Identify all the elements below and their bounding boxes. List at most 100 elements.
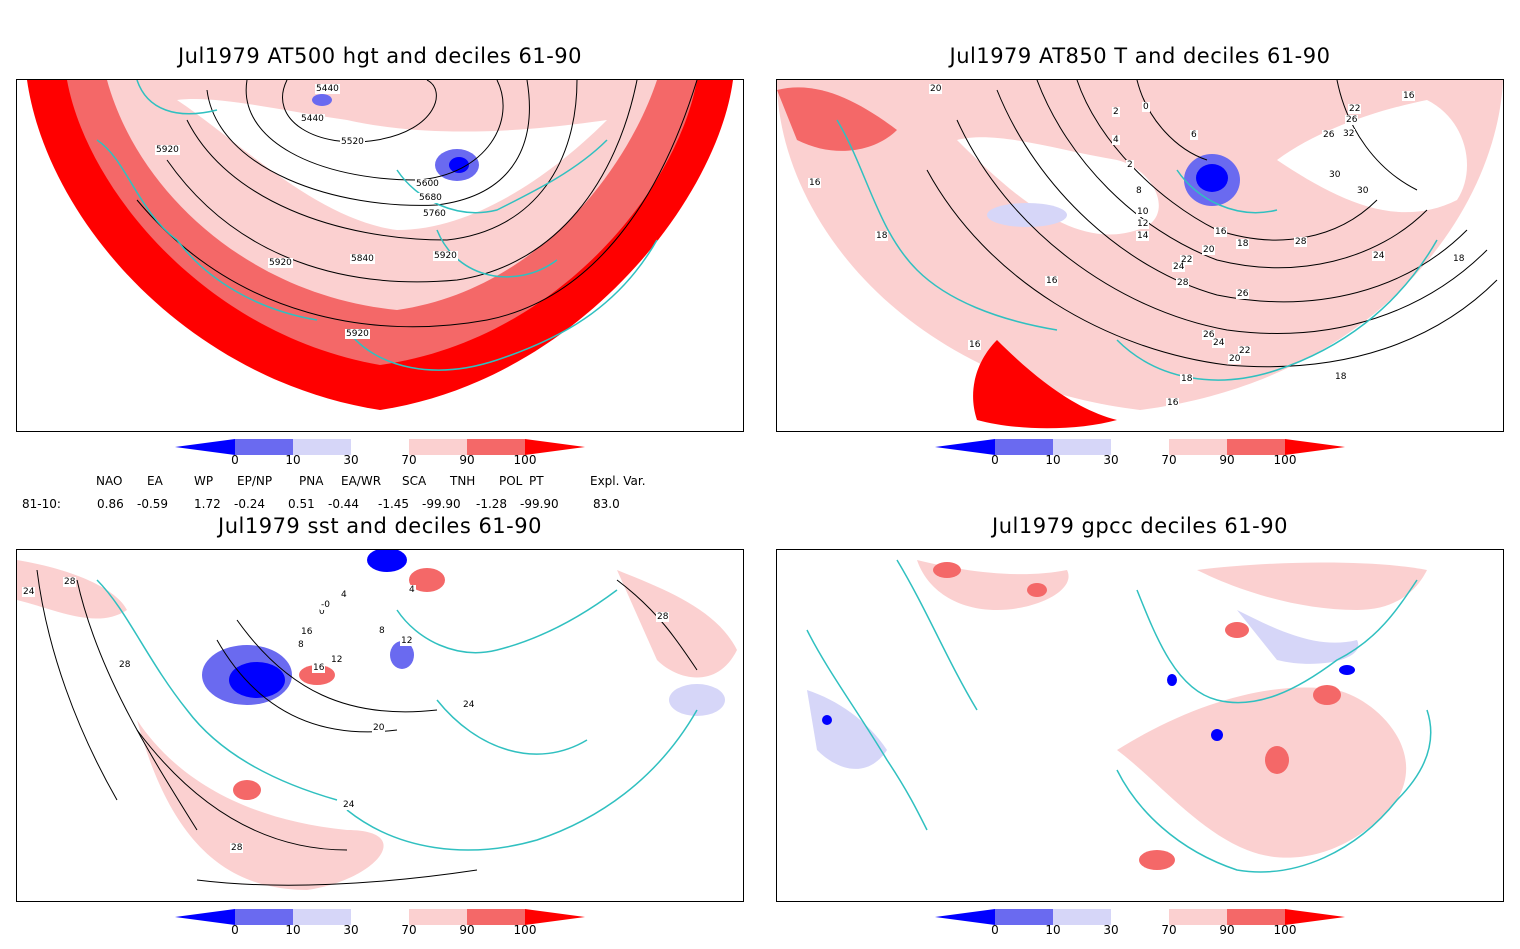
colorbar-label: 100 [1273, 923, 1297, 937]
colorbar-label: 30 [1103, 453, 1119, 467]
colorbar-2: 0 10 30 70 90 100 [935, 439, 1355, 479]
contour-label: 12 [1136, 219, 1150, 229]
index-value: -99.90 [520, 497, 559, 511]
contour-label: 4 [340, 590, 348, 600]
contour-label: 5600 [415, 179, 440, 189]
contour-label: 28 [230, 843, 244, 853]
colorbar-label: 100 [1273, 453, 1297, 467]
colorbar-label: 0 [991, 453, 999, 467]
contour-label: 28 [1294, 237, 1308, 247]
colorbar-label: 70 [401, 453, 417, 467]
contour-label: 5440 [300, 114, 325, 124]
contour-label: 5920 [268, 258, 293, 268]
index-header: EA/WR [341, 474, 382, 488]
contour-label: 5920 [433, 251, 458, 261]
index-header: POL [499, 474, 523, 488]
colorbar-label: 100 [513, 453, 537, 467]
contour-label: 5440 [315, 84, 340, 94]
contour-label: 26 [1236, 289, 1250, 299]
index-value: 83.0 [593, 497, 620, 511]
contour-label: 16 [1166, 398, 1180, 408]
colorbar-3: 0 10 30 70 90 100 [175, 909, 595, 949]
index-value: 0.51 [288, 497, 315, 511]
contour-label: 5680 [418, 193, 443, 203]
map-panel-t850[interactable] [776, 79, 1504, 432]
contour-label: 12 [400, 636, 414, 646]
colorbar-label: 0 [231, 923, 239, 937]
contour-label: 24 [1372, 251, 1386, 261]
index-header: Expl. Var. [590, 474, 646, 488]
contour-label: 12 [330, 655, 344, 665]
contour-label: 18 [1452, 254, 1466, 264]
panel-title-2: Jul1979 AT850 T and deciles 61-90 [949, 44, 1331, 68]
contour-label: 4 [1112, 135, 1120, 145]
index-value: 1.72 [194, 497, 221, 511]
index-value: 0.86 [97, 497, 124, 511]
contour-label: 16 [1045, 276, 1059, 286]
contour-label: 10 [1136, 207, 1150, 217]
contour-label: 0 [1142, 102, 1150, 112]
contour-label: 30 [1328, 170, 1342, 180]
colorbar-label: 10 [285, 923, 301, 937]
colorbar-4: 0 10 30 70 90 100 [935, 909, 1355, 949]
contour-label: 6 [1190, 130, 1198, 140]
contour-label: 2 [1112, 107, 1120, 117]
contour-label: 22 [1238, 346, 1252, 356]
contour-label: 20 [929, 84, 943, 94]
colorbar-label: 90 [1219, 923, 1235, 937]
colorbar-label: 10 [285, 453, 301, 467]
colorbar-label: 100 [513, 923, 537, 937]
index-value: -0.59 [137, 497, 169, 511]
index-value: -0.44 [328, 497, 360, 511]
index-header: PT [529, 474, 544, 488]
contour-label: 20 [1228, 354, 1242, 364]
map-panel-gpcc[interactable] [776, 549, 1504, 902]
contour-label: 16 [968, 340, 982, 350]
contour-label: 4 [408, 585, 416, 595]
colorbar-label: 70 [1161, 923, 1177, 937]
index-value: -0.24 [234, 497, 266, 511]
colorbar-label: 70 [1161, 453, 1177, 467]
contour-label: 28 [118, 660, 132, 670]
colorbar-1: 0 10 30 70 90 100 [175, 439, 595, 479]
contour-label: 5840 [350, 254, 375, 264]
index-value: -1.45 [378, 497, 410, 511]
contour-label: 24 [462, 700, 476, 710]
index-row-label: 81-10: [22, 497, 61, 511]
index-value: -1.28 [476, 497, 508, 511]
colorbar-label: 0 [991, 923, 999, 937]
contour-label: 16 [1402, 91, 1416, 101]
contour-label: 8 [1135, 186, 1143, 196]
colorbar-label: 90 [1219, 453, 1235, 467]
index-header: SCA [402, 474, 427, 488]
contour-label: 16 [300, 627, 314, 637]
contour-label: 14 [1136, 231, 1150, 241]
contour-label: 8 [378, 626, 386, 636]
index-header: EA [147, 474, 163, 488]
map-panel-hgt500[interactable] [16, 79, 744, 432]
contour-label: 18 [875, 231, 889, 241]
contour-label: 24 [342, 800, 356, 810]
colorbar-label: 10 [1045, 453, 1061, 467]
contour-label: 24 [1172, 262, 1186, 272]
index-header: TNH [450, 474, 476, 488]
colorbar-label: 90 [459, 453, 475, 467]
contour-label: 16 [312, 663, 326, 673]
contour-label: 28 [63, 577, 77, 587]
index-header: EP/NP [237, 474, 273, 488]
colorbar-label: 30 [1103, 923, 1119, 937]
contour-label: 5520 [340, 137, 365, 147]
index-header: NAO [96, 474, 123, 488]
contour-label: 28 [656, 612, 670, 622]
contour-label: 32 [1342, 129, 1356, 139]
contour-label: 26 [1345, 115, 1359, 125]
contour-label: 22 [1348, 104, 1362, 114]
contour-label: 16 [1214, 227, 1228, 237]
contour-label: 8 [297, 640, 305, 650]
contour-label: 5920 [345, 329, 370, 339]
contour-label: 5760 [422, 209, 447, 219]
contour-label: -0 [320, 600, 331, 610]
contour-label: 16 [808, 178, 822, 188]
contour-label: 28 [1176, 278, 1190, 288]
contour-label: 24 [1212, 338, 1226, 348]
